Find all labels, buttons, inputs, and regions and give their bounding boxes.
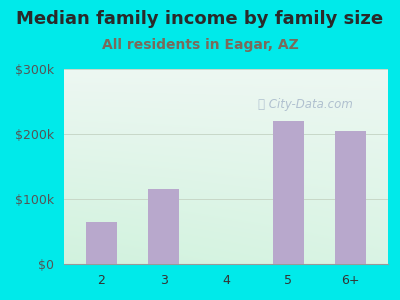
Text: ⓘ City-Data.com: ⓘ City-Data.com [258,98,353,111]
Bar [273,121,304,264]
Text: Median family income by family size: Median family income by family size [16,11,384,28]
Bar [86,222,117,264]
Bar [335,131,366,264]
Bar [148,189,179,264]
Text: All residents in Eagar, AZ: All residents in Eagar, AZ [102,38,298,52]
